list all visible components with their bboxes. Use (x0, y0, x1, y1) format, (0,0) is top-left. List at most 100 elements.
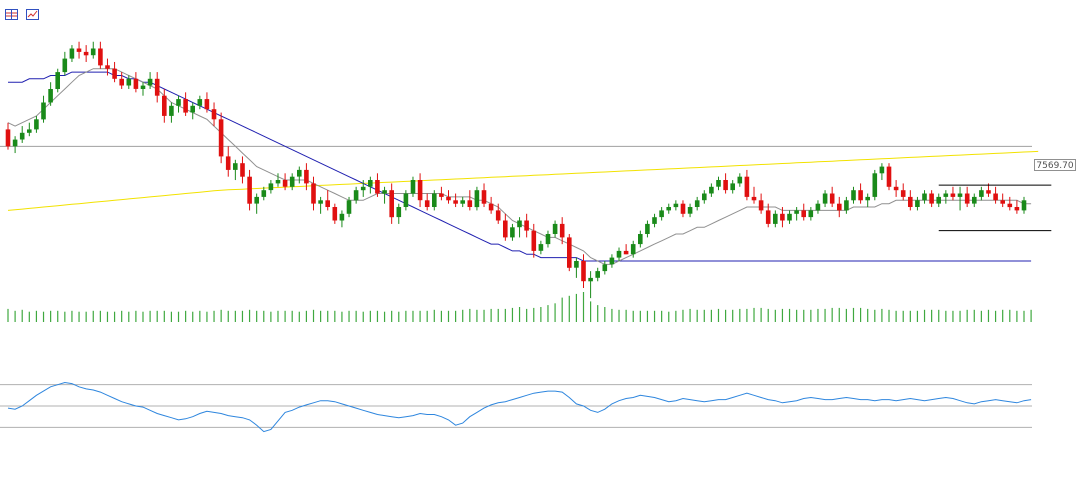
candle-body (822, 193, 828, 204)
candle-body (318, 200, 323, 204)
candle-body (147, 78, 153, 86)
candle-body (495, 210, 501, 221)
candle-body (773, 213, 778, 224)
candle-body (396, 207, 402, 218)
candle-body (652, 217, 657, 224)
candle-body (41, 102, 46, 120)
candle-body (1021, 200, 1027, 211)
candle-body (48, 89, 53, 103)
candle-body (247, 176, 252, 204)
candle-body (169, 105, 174, 116)
candle-body (765, 210, 771, 224)
candle-body (893, 186, 899, 191)
candle-body (467, 200, 473, 207)
candle-body (382, 190, 387, 194)
candle-body (986, 190, 991, 194)
candle-body (453, 200, 458, 204)
candle-body (694, 200, 700, 207)
candle-body (460, 200, 465, 204)
candle-body (360, 186, 366, 191)
candle-body (815, 203, 821, 211)
candle-body (751, 196, 757, 201)
candle-body (517, 220, 522, 228)
candle-body (1007, 203, 1013, 208)
candle-body (162, 95, 167, 116)
candle-body (659, 210, 664, 218)
candle-body (5, 129, 11, 147)
candle-body (865, 196, 870, 201)
candle-body (595, 271, 600, 278)
candle-body (716, 180, 721, 187)
candle-body (83, 51, 89, 56)
candle-body (154, 78, 160, 96)
candle-body (680, 203, 686, 214)
candle-body (943, 193, 949, 197)
candle-body (55, 72, 60, 89)
candle-body (1014, 207, 1020, 211)
candle-body (204, 99, 210, 110)
candle-body (225, 156, 231, 170)
candle-body (34, 119, 39, 130)
candle-body (275, 180, 281, 184)
candle-body (858, 190, 863, 201)
candle-body (474, 190, 480, 208)
candle-body (936, 196, 941, 204)
candle-body (808, 210, 814, 218)
candle-body (630, 244, 636, 255)
candle-body (645, 223, 650, 234)
candle-body (446, 196, 451, 201)
candle-body (723, 180, 728, 191)
candle-body (666, 207, 671, 211)
candle-body (851, 190, 856, 201)
moving-average-mid (8, 71, 1032, 262)
candle-body (638, 234, 643, 245)
candle-body (424, 200, 430, 207)
candle-body (190, 105, 195, 113)
candle-body (261, 190, 267, 197)
candle-body (432, 193, 437, 207)
candle-body (1000, 200, 1005, 204)
candle-body (27, 129, 32, 133)
candle-body (801, 210, 806, 218)
candle-body (538, 244, 544, 251)
candle-body (332, 207, 338, 221)
moving-average-slow (7, 150, 1039, 211)
candle-body (872, 173, 878, 197)
candle-body (69, 48, 75, 59)
candle-body (687, 207, 693, 214)
candle-body (346, 200, 352, 214)
candle-body (609, 257, 615, 265)
candle-body (76, 48, 82, 52)
candle-body (552, 223, 558, 234)
candle-body (950, 193, 956, 197)
candle-body (90, 48, 96, 56)
candle-body (368, 180, 373, 187)
candle-body (787, 213, 792, 221)
candle-body (240, 163, 245, 177)
candle-body (403, 193, 409, 207)
candle-body (389, 190, 394, 218)
candle-body (417, 180, 423, 201)
candle-body (886, 166, 892, 187)
candle-body (908, 196, 913, 207)
candle-body (730, 183, 735, 191)
candle-body (616, 250, 622, 258)
candle-body (524, 220, 529, 231)
candle-body (98, 48, 103, 66)
candle-body (410, 180, 416, 194)
candle-body (12, 139, 18, 147)
edit-chart-icon[interactable] (26, 5, 39, 20)
candle-body (993, 193, 998, 201)
candle-body (900, 190, 906, 197)
candle-body (588, 277, 593, 282)
candle-body (112, 68, 117, 79)
candle-body (879, 166, 885, 174)
candle-body (19, 132, 25, 140)
candle-body (62, 58, 68, 73)
candle-body (325, 200, 330, 207)
candle-body (702, 193, 707, 201)
table-icon[interactable] (5, 5, 18, 20)
candle-body (488, 203, 494, 211)
candle-body (602, 264, 608, 272)
